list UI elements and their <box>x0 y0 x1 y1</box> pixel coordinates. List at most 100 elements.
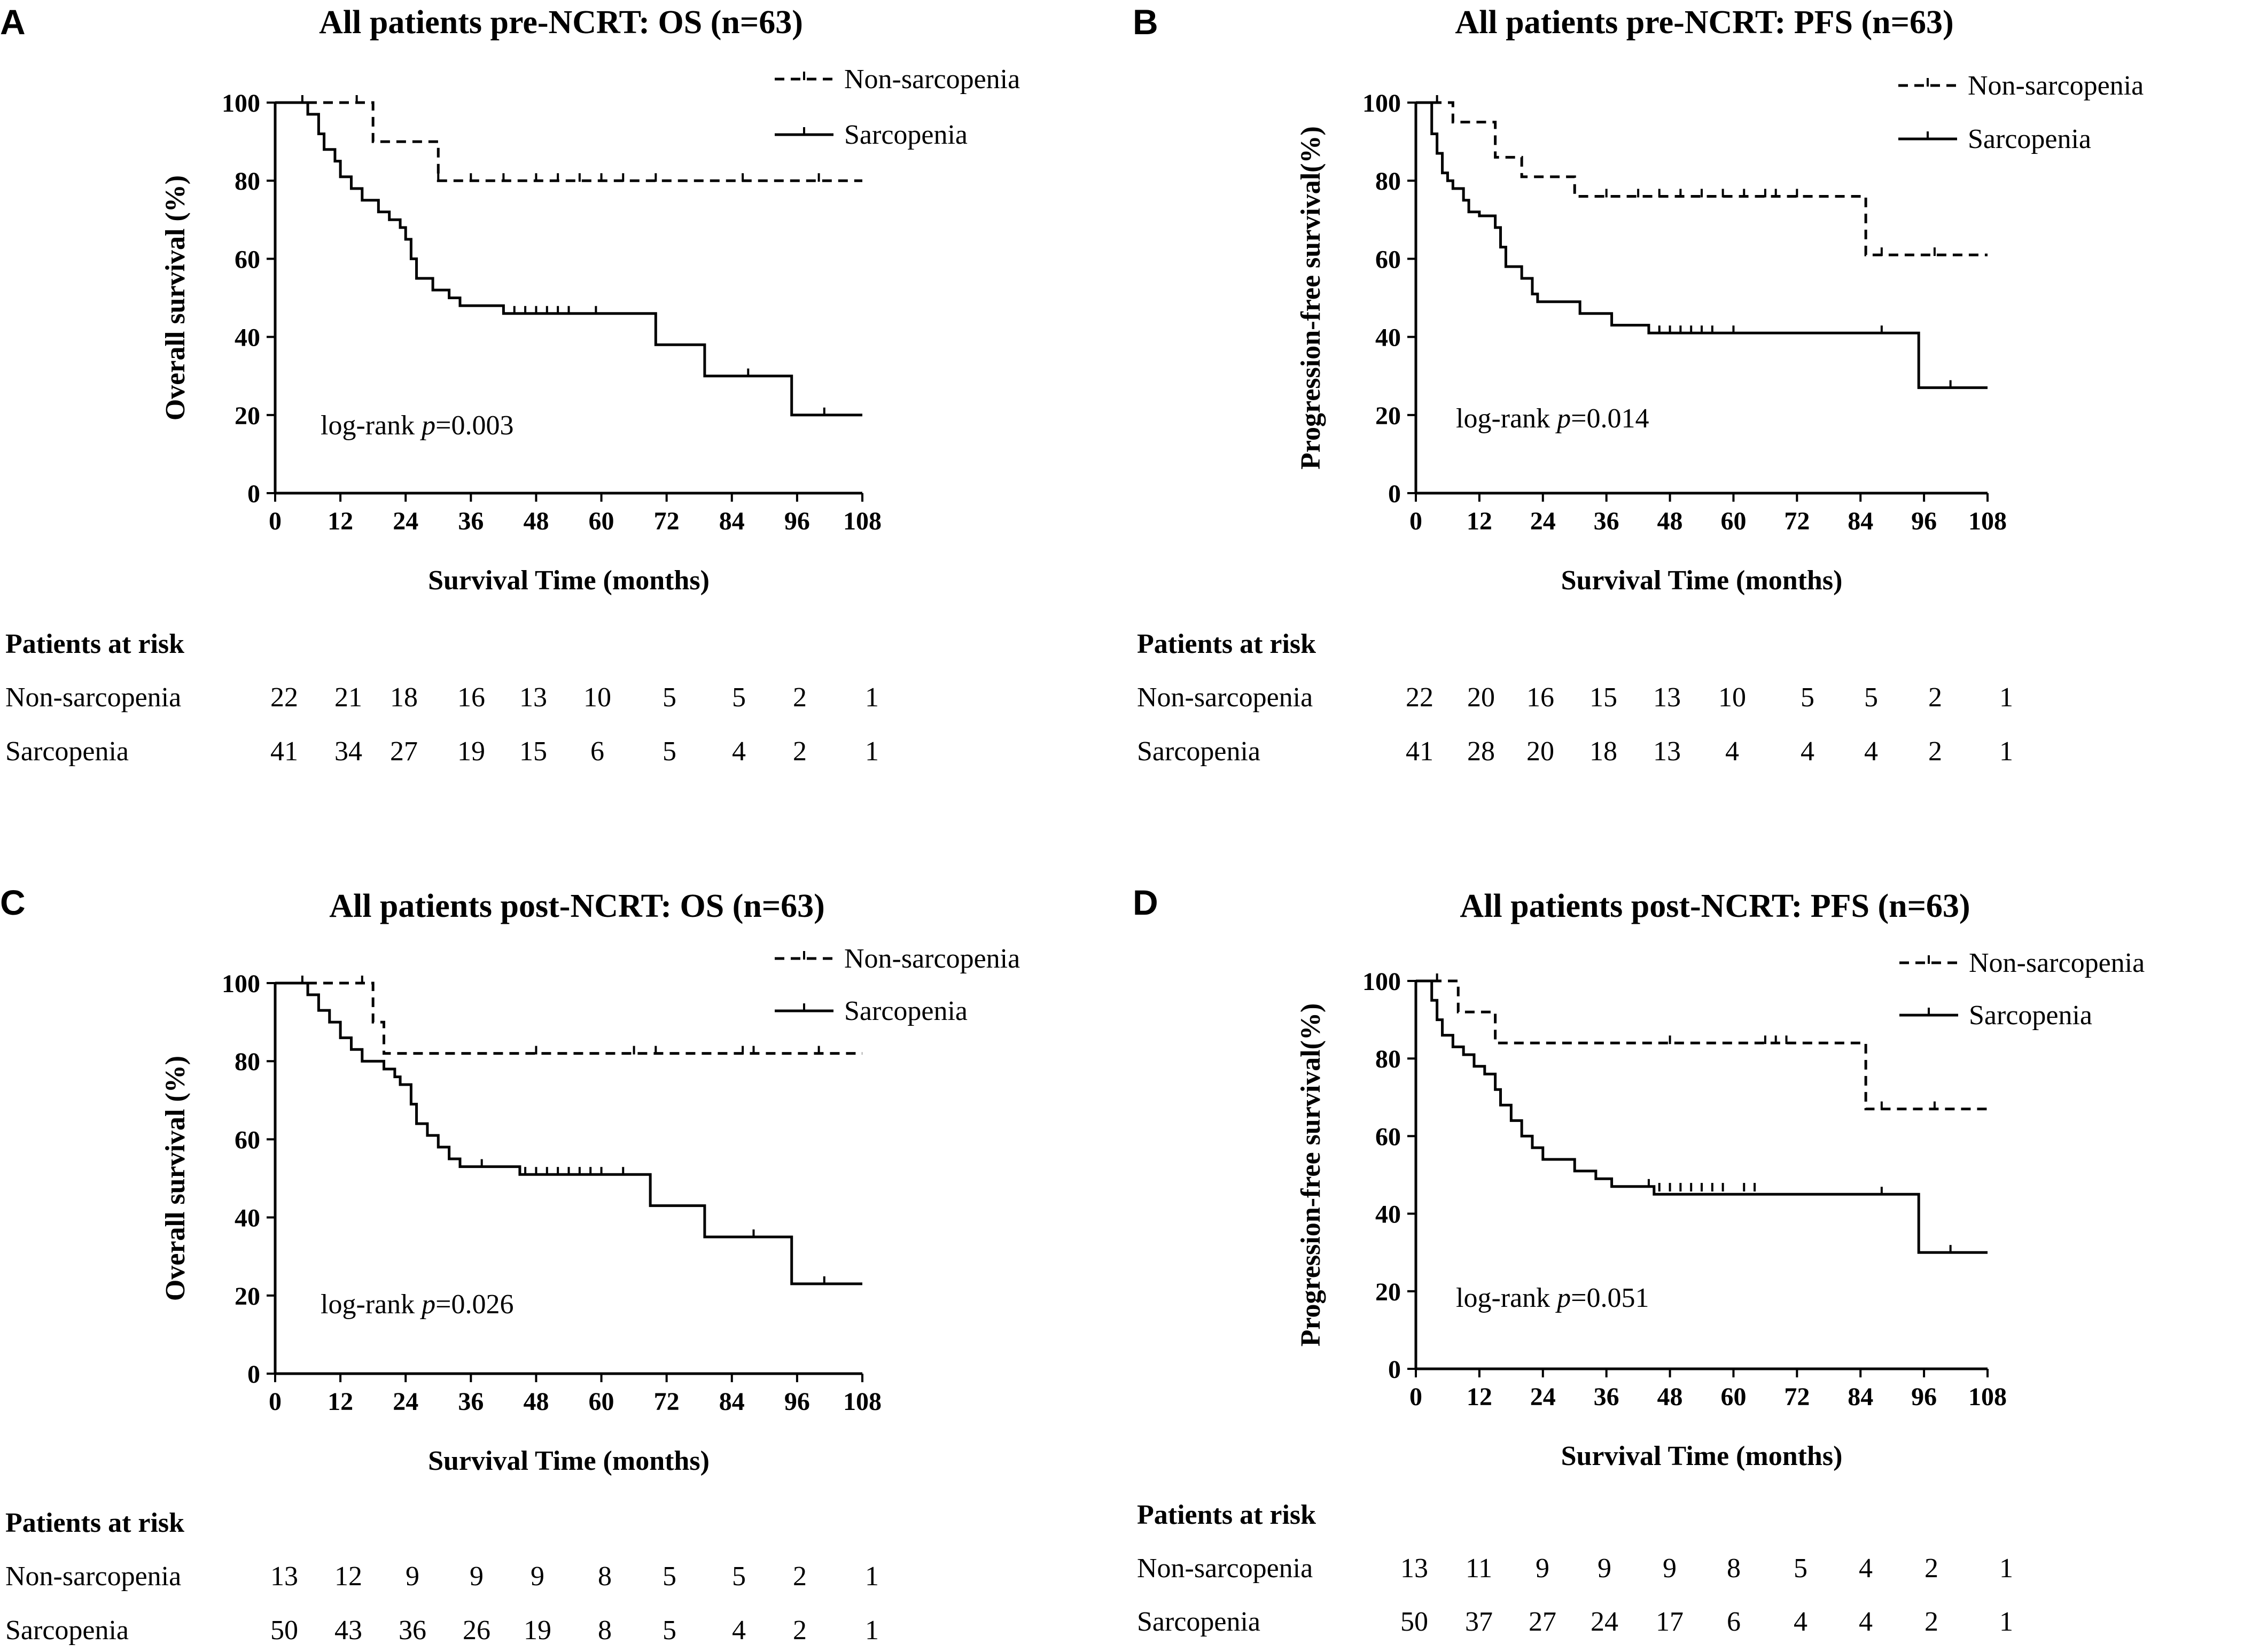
logrank-p: p <box>419 410 435 441</box>
risk-value: 37 <box>1465 1607 1493 1637</box>
x-tick-label: 36 <box>458 507 484 535</box>
x-axis-label: Survival Time (months) <box>428 1446 710 1476</box>
risk-value: 1 <box>1999 736 2013 767</box>
risk-table-header: Patients at risk <box>1137 629 1316 659</box>
risk-value: 4 <box>1859 1553 1873 1584</box>
risk-value: 13 <box>1653 736 1681 767</box>
x-tick-label: 84 <box>719 1388 745 1416</box>
risk-value: 13 <box>270 1561 298 1592</box>
risk-value: 9 <box>531 1561 544 1592</box>
legend-label: Sarcopenia <box>1969 1000 2092 1031</box>
x-tick-label: 60 <box>1720 507 1746 535</box>
y-tick-label: 20 <box>1375 402 1401 430</box>
x-tick-label: 0 <box>1409 1383 1422 1411</box>
x-tick-label: 12 <box>1467 507 1492 535</box>
series-line-sarcopenia <box>1416 979 1988 1254</box>
risk-row-label: Non-sarcopenia <box>5 682 181 713</box>
panel-d: D All patients post-NCRT: PFS (n=63)0 12 24… <box>1133 883 2145 1637</box>
risk-value: 27 <box>390 736 418 767</box>
x-tick-label: 60 <box>1720 1383 1746 1411</box>
risk-value: 21 <box>334 682 362 713</box>
logrank-p: p <box>1555 1283 1571 1313</box>
risk-value: 9 <box>1663 1553 1677 1584</box>
series-line-non-sarcopenia <box>1416 101 1988 256</box>
x-tick-label: 108 <box>843 507 882 535</box>
y-tick-label: 60 <box>1375 1123 1401 1151</box>
risk-value: 4 <box>1864 736 1878 767</box>
risk-value: 1 <box>865 736 879 767</box>
x-tick-label: 72 <box>1784 1383 1810 1411</box>
series-line-non-sarcopenia <box>1416 979 1988 1111</box>
risk-value: 2 <box>1928 682 1942 713</box>
x-tick-label: 72 <box>654 507 680 535</box>
risk-value: 4 <box>732 1615 746 1646</box>
x-tick-label: 24 <box>1530 1383 1556 1411</box>
x-tick-label: 36 <box>1594 1383 1619 1411</box>
legend-label: Non-sarcopenia <box>844 944 1020 974</box>
x-tick-label: 24 <box>393 507 418 535</box>
risk-value: 8 <box>598 1561 612 1592</box>
risk-value: 5 <box>663 1561 676 1592</box>
risk-value: 9 <box>1536 1553 1549 1584</box>
y-tick-label: 80 <box>235 1048 260 1076</box>
chart-title: All patients pre-NCRT: PFS (n=63) <box>1455 4 1953 41</box>
risk-value: 4 <box>1859 1607 1873 1637</box>
risk-value: 10 <box>583 682 611 713</box>
legend-label: Non-sarcopenia <box>1969 948 2145 978</box>
y-tick-label: 20 <box>1375 1278 1401 1306</box>
risk-value: 5 <box>732 682 746 713</box>
x-tick-label: 12 <box>1467 1383 1492 1411</box>
x-tick-label: 0 <box>1409 507 1422 535</box>
series-line-non-sarcopenia <box>275 981 862 1055</box>
logrank-annotation: log-rank p=0.003 <box>321 410 514 441</box>
x-tick-label: 0 <box>269 507 282 535</box>
risk-value: 12 <box>334 1561 362 1592</box>
risk-value: 2 <box>1928 736 1942 767</box>
risk-value: 4 <box>1794 1607 1807 1637</box>
risk-row-label: Non-sarcopenia <box>5 1561 181 1592</box>
logrank-annotation: log-rank p=0.014 <box>1456 403 1649 434</box>
x-tick-label: 60 <box>589 507 614 535</box>
risk-value: 2 <box>1924 1607 1938 1637</box>
risk-row-label: Non-sarcopenia <box>1137 682 1313 713</box>
risk-value: 9 <box>470 1561 484 1592</box>
risk-value: 22 <box>1406 682 1433 713</box>
risk-table-header: Patients at risk <box>5 629 184 659</box>
risk-value: 5 <box>1801 682 1814 713</box>
logrank-prefix: log-rank <box>1456 1283 1557 1313</box>
risk-value: 19 <box>457 736 485 767</box>
y-tick-label: 0 <box>247 480 260 508</box>
risk-value: 9 <box>406 1561 419 1592</box>
risk-value: 13 <box>1653 682 1681 713</box>
risk-value: 50 <box>1400 1607 1428 1637</box>
y-tick-label: 60 <box>1375 245 1401 274</box>
risk-value: 2 <box>793 736 807 767</box>
legend-label: Non-sarcopenia <box>1968 71 2144 101</box>
panel-a: A All patients pre-NCRT: OS (n=63)0 12 24 36… <box>0 2 1020 767</box>
x-tick-label: 96 <box>1911 507 1937 535</box>
risk-value: 9 <box>1598 1553 1611 1584</box>
y-tick-label: 20 <box>235 402 260 430</box>
y-axis-label: Progression-free survival(%) <box>1296 1003 1326 1347</box>
y-tick-label: 0 <box>247 1360 260 1389</box>
risk-value: 4 <box>1801 736 1814 767</box>
risk-value: 41 <box>270 736 298 767</box>
logrank-prefix: log-rank <box>321 1289 422 1320</box>
x-tick-label: 48 <box>523 1388 549 1416</box>
risk-value: 20 <box>1526 736 1554 767</box>
y-tick-label: 40 <box>1375 1201 1401 1229</box>
x-tick-label: 72 <box>654 1388 680 1416</box>
y-tick-label: 60 <box>235 1126 260 1154</box>
chart-title: All patients pre-NCRT: OS (n=63) <box>319 4 803 41</box>
x-tick-label: 84 <box>719 507 745 535</box>
risk-value: 18 <box>1590 736 1617 767</box>
x-axis-label: Survival Time (months) <box>1561 1441 1843 1471</box>
x-tick-label: 24 <box>393 1388 418 1416</box>
y-tick-label: 100 <box>222 970 260 998</box>
risk-table-header: Patients at risk <box>5 1508 184 1538</box>
x-tick-label: 72 <box>1784 507 1810 535</box>
risk-row-label: Sarcopenia <box>5 736 129 767</box>
risk-value: 13 <box>1400 1553 1428 1584</box>
risk-value: 15 <box>519 736 547 767</box>
x-tick-label: 36 <box>1594 507 1619 535</box>
